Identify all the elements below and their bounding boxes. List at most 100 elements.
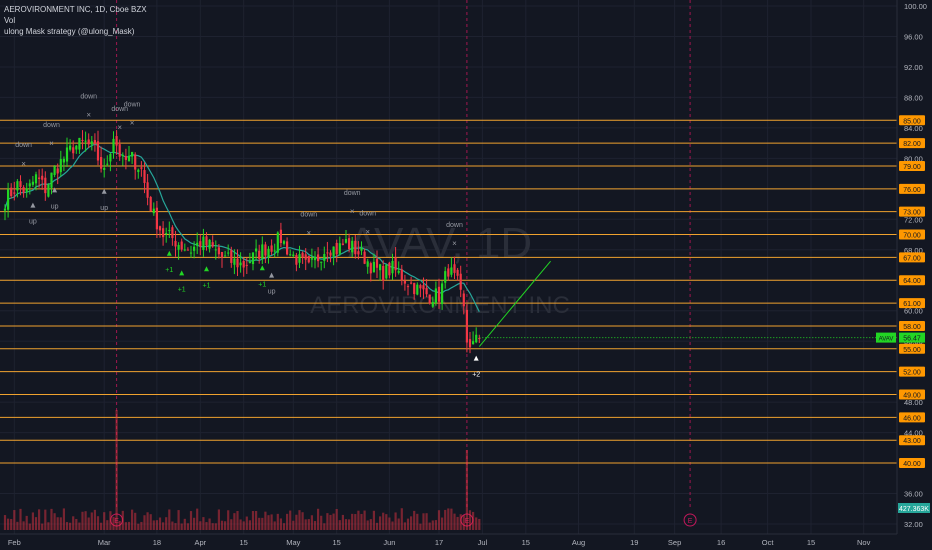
volume-bar [149, 514, 152, 530]
candle-body [16, 181, 19, 191]
volume-bar [416, 513, 419, 530]
signal-arrow [101, 188, 107, 194]
volume-bar [72, 516, 75, 530]
candle-body [199, 241, 202, 247]
level-tag [899, 320, 925, 331]
price-tick-label: 96.00 [904, 32, 923, 41]
volume-bar [81, 511, 84, 530]
candle-body [382, 265, 385, 281]
signal-marker: × [350, 207, 355, 216]
volume-bar [193, 517, 196, 530]
volume-bar [267, 515, 270, 530]
candle-body [186, 249, 189, 251]
candle-body [196, 242, 199, 246]
candle-body [112, 138, 115, 153]
candle-body [158, 226, 162, 231]
volume-bar [357, 510, 360, 530]
volume-bar [205, 522, 208, 530]
level-tag-label: 79.00 [903, 164, 921, 171]
candle-body [100, 157, 103, 169]
candle-body [78, 137, 81, 150]
volume-bar [75, 518, 78, 530]
candle-body [239, 262, 242, 266]
volume-bar [413, 510, 416, 530]
price-tick-label: 32.00 [904, 520, 923, 529]
volume-bar [78, 522, 81, 530]
earnings-marker-label: E [465, 518, 470, 525]
price-tick-label: 100.00 [904, 2, 927, 11]
price-axis[interactable]: 32.0036.0040.0044.0048.0052.0056.0060.00… [479, 0, 932, 550]
volume-bar [450, 508, 453, 530]
candle-body [313, 256, 317, 261]
level-tag [899, 160, 925, 171]
volume-bar [208, 518, 211, 530]
candle-body [326, 252, 329, 254]
price-tick-label: 68.00 [904, 246, 923, 255]
volume-bar [332, 513, 335, 530]
horizontal-levels [0, 119, 897, 464]
candle-body [146, 182, 149, 198]
volume-bar [162, 522, 165, 530]
volume-bar [304, 519, 307, 530]
signal-label: down [124, 101, 141, 108]
time-tick-label: 16 [717, 538, 725, 547]
last-price-ticker-tag [876, 332, 896, 343]
signal-label: +1 [258, 281, 266, 288]
volume-bar [50, 508, 53, 530]
volume-bar [118, 520, 121, 530]
candle-body [282, 241, 286, 244]
volume-tag-label: 427.363K [899, 506, 929, 513]
price-tick-label: 92.00 [904, 63, 923, 72]
price-tick-label: 44.00 [904, 429, 923, 438]
level-tag [899, 435, 925, 446]
price-tick-label: 72.00 [904, 215, 923, 224]
candle-body [357, 251, 360, 255]
candle-body [289, 254, 292, 256]
time-tick-label: 15 [522, 538, 530, 547]
candle-body [165, 233, 168, 235]
candle-body [462, 293, 465, 307]
signal-marker: × [21, 159, 26, 168]
volume-bar [261, 517, 264, 530]
volume-bar [292, 520, 295, 530]
volume-bar [348, 519, 351, 530]
candle-body [431, 302, 434, 307]
volume-bar [69, 522, 72, 530]
volume-bar [65, 522, 69, 530]
level-tag-label: 40.00 [903, 461, 921, 468]
signal-label: down [446, 222, 463, 229]
candle-body [261, 244, 264, 259]
candle-body [472, 341, 475, 345]
volume-bar [180, 523, 183, 530]
candle-body [354, 240, 357, 255]
volume-bar [419, 523, 422, 530]
level-tag [899, 366, 925, 377]
level-tag [899, 183, 925, 194]
candle-body [320, 261, 323, 263]
volume-bar [196, 508, 199, 530]
time-tick-label: Apr [194, 538, 206, 547]
candle-body [149, 197, 152, 212]
earnings-marker [683, 513, 697, 527]
volume-bar [137, 523, 140, 530]
volume-bar [382, 512, 385, 530]
candlesticks [3, 130, 481, 354]
candle-body [93, 140, 96, 144]
level-tag-label: 55.00 [903, 347, 921, 354]
signal-label: up [268, 289, 276, 296]
time-axis[interactable]: Feb Mar 18 Apr 15 May 15 Jun 17 Jul 15 Aug 19 Sep 16 Oc… [0, 533, 897, 550]
price-tick-label: 84.00 [904, 124, 923, 133]
candle-body [233, 258, 236, 265]
candle-body [273, 250, 276, 252]
time-tick-label: 15 [240, 538, 248, 547]
candle-body [341, 243, 344, 245]
volume-bar [459, 514, 462, 530]
volume-bar [379, 516, 382, 530]
candle-body [475, 334, 478, 343]
volume-bar [447, 508, 450, 530]
signal-label: down [43, 122, 60, 129]
volume-bar [369, 519, 372, 530]
candle-body [202, 236, 205, 250]
level-tag-label: 49.00 [903, 393, 921, 400]
